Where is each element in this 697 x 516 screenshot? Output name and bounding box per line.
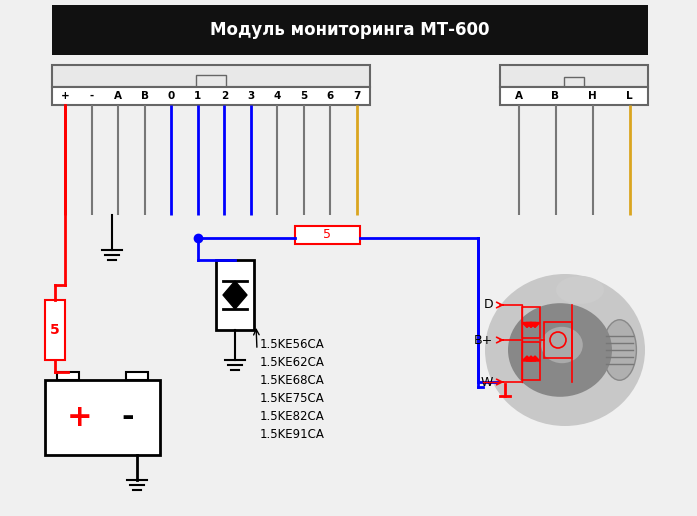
Bar — [45, 380, 160, 455]
Text: L: L — [626, 91, 633, 101]
Text: A: A — [514, 91, 523, 101]
Bar — [196, 75, 226, 87]
Polygon shape — [223, 295, 247, 309]
Text: D: D — [484, 298, 493, 312]
Text: -: - — [90, 91, 94, 101]
Bar — [52, 87, 370, 105]
Text: 5: 5 — [323, 229, 332, 241]
Text: +: + — [61, 91, 70, 101]
Bar — [57, 372, 79, 380]
Polygon shape — [526, 356, 536, 361]
Text: 6: 6 — [327, 91, 334, 101]
Bar — [295, 226, 360, 244]
Text: B: B — [141, 91, 148, 101]
Text: 7: 7 — [353, 91, 360, 101]
Polygon shape — [223, 281, 247, 295]
Text: 2: 2 — [221, 91, 228, 101]
Text: B+: B+ — [474, 333, 493, 347]
Text: 0: 0 — [167, 91, 175, 101]
Ellipse shape — [485, 274, 645, 426]
Ellipse shape — [603, 320, 636, 380]
Text: 1: 1 — [194, 91, 201, 101]
Bar — [45, 300, 65, 360]
Bar — [216, 260, 254, 330]
Text: Модуль мониторинга МТ-600: Модуль мониторинга МТ-600 — [210, 21, 490, 39]
Text: 1.5KE91CA: 1.5KE91CA — [260, 428, 325, 442]
Text: 1.5KE62CA: 1.5KE62CA — [260, 357, 325, 369]
Text: W: W — [481, 376, 493, 389]
Text: 1.5KE82CA: 1.5KE82CA — [260, 411, 325, 424]
Text: 1.5KE68CA: 1.5KE68CA — [260, 375, 325, 388]
Bar — [52, 5, 648, 55]
Text: +: + — [67, 403, 92, 432]
Text: 1.5KE56CA: 1.5KE56CA — [260, 338, 325, 351]
Polygon shape — [522, 322, 532, 328]
Text: A: A — [114, 91, 122, 101]
Polygon shape — [530, 356, 540, 361]
Text: 1.5KE75CA: 1.5KE75CA — [260, 393, 325, 406]
Text: B: B — [551, 91, 560, 101]
Text: 4: 4 — [273, 91, 281, 101]
Ellipse shape — [556, 276, 604, 304]
Bar — [522, 307, 540, 338]
Bar — [564, 77, 584, 87]
Bar — [544, 322, 572, 358]
Text: 5: 5 — [50, 323, 60, 337]
Polygon shape — [530, 322, 540, 328]
Polygon shape — [522, 356, 532, 361]
Polygon shape — [526, 322, 536, 328]
Bar — [500, 65, 648, 87]
Bar — [126, 372, 148, 380]
Bar — [500, 87, 648, 105]
Text: 3: 3 — [247, 91, 254, 101]
Bar — [522, 342, 540, 380]
Ellipse shape — [541, 327, 583, 363]
Text: H: H — [588, 91, 597, 101]
Bar — [52, 65, 370, 87]
Text: -: - — [121, 403, 134, 432]
Text: 5: 5 — [300, 91, 307, 101]
Ellipse shape — [508, 303, 612, 397]
